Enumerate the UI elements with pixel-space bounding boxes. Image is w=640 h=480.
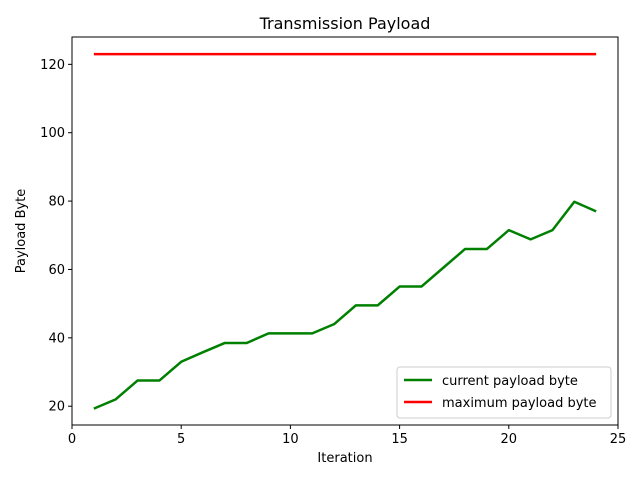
y-axis: 20 40 60 80 100 120 — [40, 58, 72, 415]
y-tick-label: 40 — [48, 331, 65, 346]
series-line-current — [93, 200, 597, 410]
x-tick-label: 5 — [177, 432, 185, 447]
y-tick-label: 60 — [48, 263, 65, 278]
chart-title: Transmission Payload — [259, 14, 431, 33]
legend: current payload byte maximum payload byt… — [396, 366, 612, 419]
legend-label-maximum: maximum payload byte — [442, 396, 597, 411]
series-group — [93, 52, 597, 410]
y-axis-label: Payload Byte — [14, 189, 29, 274]
x-tick-label: 20 — [501, 432, 518, 447]
y-tick-label: 100 — [40, 126, 65, 141]
y-tick-label: 20 — [48, 400, 65, 415]
plot-frame — [71, 36, 619, 426]
y-tick-label: 120 — [40, 58, 65, 73]
x-tick-label: 15 — [391, 432, 408, 447]
legend-box — [396, 366, 612, 419]
x-tick-label: 0 — [68, 432, 76, 447]
x-tick-label: 25 — [610, 432, 627, 447]
y-tick-label: 80 — [48, 195, 65, 210]
legend-label-current: current payload byte — [442, 374, 578, 389]
x-axis-label: Iteration — [317, 451, 372, 466]
x-axis: 0 5 10 15 20 25 — [68, 425, 626, 447]
x-tick-label: 10 — [282, 432, 299, 447]
